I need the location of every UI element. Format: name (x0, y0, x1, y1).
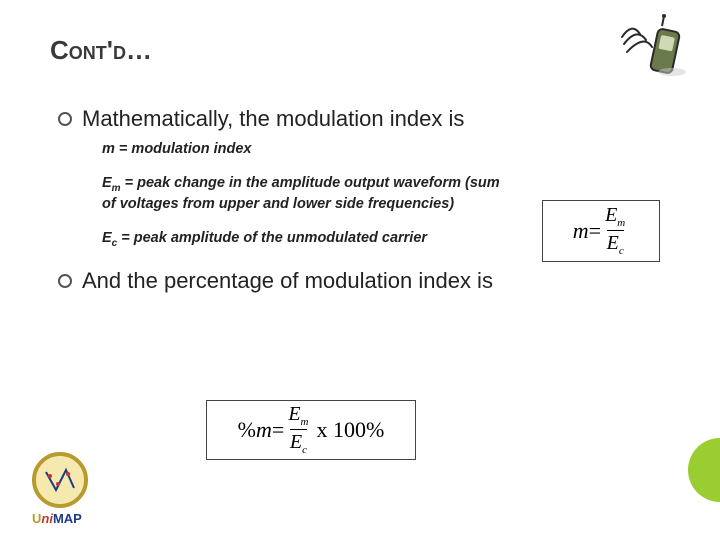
def-em-symbol: E (102, 175, 112, 191)
def-em-sub: m (112, 182, 121, 193)
f1-den-sub: c (619, 245, 624, 257)
logo-part-1: U (32, 511, 41, 526)
f1-num-sub: m (617, 217, 625, 229)
formula-percent-modulation: % m = Em Ec x 100% (206, 400, 416, 460)
slide-title: Cont'd… (40, 35, 680, 66)
bullet-1-text: Mathematically, the modulation index is (82, 106, 464, 132)
f2-eq: = (272, 417, 284, 443)
f1-num-base: E (605, 204, 617, 226)
f2-pct: % (238, 417, 256, 443)
bullet-icon (58, 112, 72, 126)
unimap-logo-text: UniMAP (32, 511, 82, 526)
bullet-1: Mathematically, the modulation index is (40, 106, 680, 132)
def-ec-text: = peak amplitude of the unmodulated carr… (117, 230, 427, 246)
f2-fraction: Em Ec (288, 403, 308, 457)
def-m-symbol: m (102, 141, 115, 157)
def-m-text: = modulation index (115, 141, 252, 157)
logo-part-3: MAP (53, 511, 82, 526)
unimap-logo-icon (28, 450, 100, 520)
def-em-text: = peak change in the amplitude output wa… (102, 175, 500, 212)
f2-lhs: m (256, 417, 272, 443)
decor-green-circle (688, 438, 720, 502)
f2-num-sub: m (301, 416, 309, 428)
bullet-icon (58, 274, 72, 288)
phone-icon (612, 12, 692, 82)
f2-num-base: E (288, 403, 300, 425)
f1-lhs: m (573, 218, 589, 244)
logo-part-2: ni (41, 511, 53, 526)
def-ec-symbol: E (102, 230, 112, 246)
f1-den-base: E (607, 232, 619, 254)
slide-content: Cont'd… Mathematically, the modulation i… (0, 0, 720, 540)
f2-den-base: E (290, 431, 302, 453)
f2-tail: x 100% (316, 417, 384, 443)
f1-fraction: Em Ec (605, 204, 625, 258)
bullet-2-text: And the percentage of modulation index i… (82, 268, 493, 294)
f1-eq: = (589, 218, 601, 244)
definition-m: m = modulation index (40, 140, 680, 160)
bullet-2: And the percentage of modulation index i… (40, 268, 680, 294)
f2-den-sub: c (302, 444, 307, 456)
formula-modulation-index: m = Em Ec (542, 200, 660, 262)
